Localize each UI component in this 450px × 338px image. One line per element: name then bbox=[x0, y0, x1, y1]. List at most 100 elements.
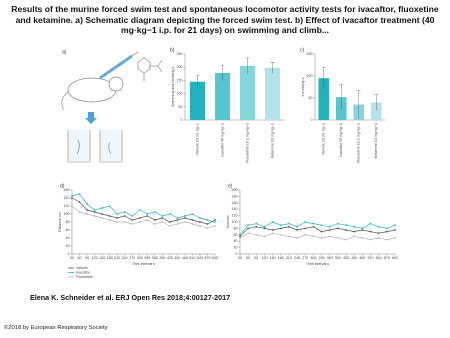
x-tick-label: Ketamine 10 mg·kg−1 bbox=[270, 123, 274, 158]
y-tick-label: 160 bbox=[232, 201, 238, 205]
y-tick-label: 140 bbox=[64, 196, 70, 200]
x-tick-label: 270 bbox=[302, 256, 308, 260]
x-tick-label: 180 bbox=[107, 256, 113, 260]
x-tick-label: 360 bbox=[152, 256, 158, 260]
point bbox=[328, 229, 331, 231]
point bbox=[336, 227, 339, 230]
beaker bbox=[99, 130, 123, 163]
point bbox=[123, 221, 126, 223]
point bbox=[86, 209, 88, 211]
point bbox=[320, 237, 323, 239]
y-tick-label: 50 bbox=[179, 105, 183, 109]
point bbox=[312, 235, 315, 238]
point bbox=[206, 219, 209, 221]
point bbox=[161, 215, 164, 217]
x-tick-label: 270 bbox=[129, 256, 135, 260]
point bbox=[353, 230, 356, 233]
point bbox=[101, 213, 104, 215]
bar bbox=[318, 78, 329, 120]
y-tick-label: 160 bbox=[64, 188, 70, 192]
x-tick-label: Vehicle 10 mL·kg−1 bbox=[322, 123, 326, 155]
point bbox=[191, 219, 194, 221]
bar bbox=[371, 102, 382, 120]
point bbox=[116, 217, 119, 219]
y-tick-label: 80 bbox=[234, 226, 238, 230]
y-tick-label: 50 bbox=[309, 96, 313, 100]
point bbox=[279, 224, 282, 227]
y-tick-label: 180 bbox=[232, 194, 238, 198]
mouse-tail bbox=[61, 91, 69, 111]
y-tick-label: 100 bbox=[177, 92, 183, 96]
point bbox=[377, 225, 380, 228]
x-tick-label: 360 bbox=[327, 256, 333, 260]
point bbox=[271, 229, 274, 231]
mouse bbox=[67, 77, 117, 103]
y-tick-label: 100 bbox=[64, 212, 70, 216]
point bbox=[239, 235, 241, 238]
point bbox=[369, 222, 372, 225]
point bbox=[304, 233, 307, 236]
plunger bbox=[131, 51, 139, 57]
syringe bbox=[99, 54, 133, 80]
y-tick-label: 20 bbox=[66, 244, 70, 248]
point bbox=[353, 225, 356, 228]
x-tick-label: 120 bbox=[92, 256, 98, 260]
x-tick-label: 150 bbox=[270, 256, 276, 260]
y-axis-label: Swimming and climbing s bbox=[171, 67, 175, 108]
point bbox=[255, 233, 258, 236]
y-tick-label: 80 bbox=[66, 220, 70, 224]
point bbox=[214, 219, 216, 221]
swimming-mouse bbox=[76, 139, 112, 155]
point bbox=[263, 227, 266, 230]
series-line bbox=[71, 197, 216, 225]
point bbox=[288, 235, 290, 238]
point bbox=[385, 238, 388, 241]
point bbox=[153, 211, 156, 213]
point bbox=[116, 213, 119, 215]
point bbox=[320, 230, 323, 233]
point bbox=[86, 213, 88, 215]
x-tick-label: 480 bbox=[182, 256, 188, 260]
legend-label: Vehicle bbox=[76, 266, 88, 270]
molecule bbox=[137, 57, 163, 81]
x-tick-label: 240 bbox=[294, 256, 300, 260]
y-tick-label: 60 bbox=[66, 228, 70, 232]
panel-label: c) bbox=[300, 47, 305, 53]
point bbox=[369, 238, 372, 241]
x-tick-label: Vehicle 10 mL·kg−1 bbox=[195, 123, 199, 155]
x-tick-label: 300 bbox=[137, 256, 143, 260]
point bbox=[176, 223, 179, 225]
point bbox=[369, 230, 372, 233]
x-tick-label: 480 bbox=[359, 256, 365, 260]
point bbox=[78, 211, 81, 213]
x-tick-label: 330 bbox=[319, 256, 325, 260]
bar bbox=[265, 67, 280, 120]
x-tick-label: 30 bbox=[238, 256, 242, 260]
legend-label: Fluoxetine bbox=[76, 275, 93, 279]
point bbox=[108, 219, 111, 221]
point bbox=[168, 221, 171, 223]
point bbox=[336, 237, 339, 239]
point bbox=[138, 209, 141, 211]
point bbox=[93, 211, 96, 213]
y-tick-label: 200 bbox=[232, 188, 238, 192]
citation: Elena K. Schneider et al. ERJ Open Res 2… bbox=[30, 293, 231, 302]
point bbox=[131, 215, 134, 217]
point bbox=[101, 207, 104, 209]
x-tick-label: 420 bbox=[343, 256, 349, 260]
x-axis-label: Time interval s bbox=[306, 262, 329, 266]
point bbox=[93, 209, 96, 211]
point bbox=[146, 213, 149, 215]
series-line bbox=[239, 226, 396, 237]
point bbox=[328, 235, 331, 238]
x-tick-label: 240 bbox=[122, 256, 128, 260]
x-tick-label: 210 bbox=[114, 256, 120, 260]
point bbox=[138, 221, 141, 223]
point bbox=[296, 229, 299, 231]
point bbox=[247, 232, 250, 235]
x-tick-label: 510 bbox=[189, 256, 195, 260]
schematic: a) bbox=[61, 49, 163, 163]
point bbox=[168, 213, 171, 215]
point bbox=[131, 223, 134, 225]
point bbox=[71, 205, 73, 207]
